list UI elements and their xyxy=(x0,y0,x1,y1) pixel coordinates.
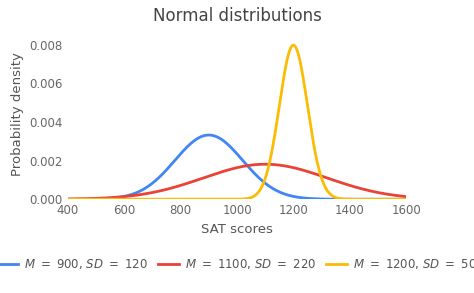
Title: Normal distributions: Normal distributions xyxy=(153,7,321,25)
Y-axis label: Probability density: Probability density xyxy=(11,52,24,176)
X-axis label: SAT scores: SAT scores xyxy=(201,223,273,236)
Legend: $\mathit{M}$ $=$ 900, $\mathit{SD}$ $=$ 120, $\mathit{M}$ $=$ 1100, $\mathit{SD}: $\mathit{M}$ $=$ 900, $\mathit{SD}$ $=$ … xyxy=(0,253,474,276)
